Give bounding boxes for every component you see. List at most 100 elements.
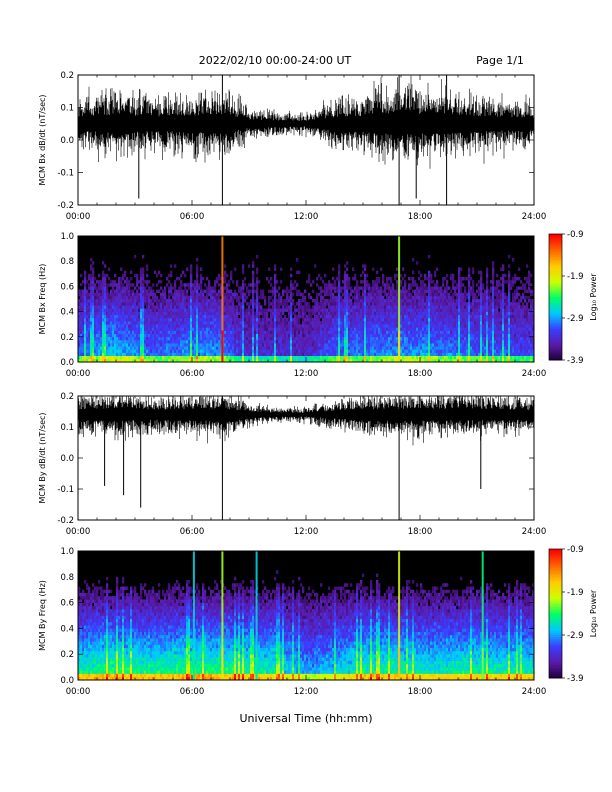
spectrogram-cell xyxy=(212,324,215,328)
spectrogram-cell xyxy=(300,343,303,347)
spectrogram-cell xyxy=(204,336,207,341)
spectrogram-cell xyxy=(84,299,87,303)
spectrogram-cell xyxy=(250,311,253,316)
spectrogram-cell xyxy=(458,317,461,322)
spectrogram-cell xyxy=(114,305,117,309)
spectrogram-cell xyxy=(286,336,289,341)
x-tick-label: 24:00 xyxy=(522,212,547,222)
spectrogram-cell xyxy=(264,333,267,338)
spectrogram-cell xyxy=(236,292,239,297)
spectrogram-cell xyxy=(80,321,83,325)
spectrogram-cell xyxy=(124,305,127,309)
spectrogram-cell xyxy=(324,333,327,338)
spectrogram-cell xyxy=(110,280,113,284)
spectrogram-cell xyxy=(360,286,363,290)
spectrogram-cell xyxy=(130,317,133,322)
spectrogram-cell xyxy=(88,330,91,334)
spectrogram-cell xyxy=(188,308,191,312)
spectrogram-cell xyxy=(190,339,193,344)
spectrogram-cell xyxy=(378,305,381,309)
spectrogram-cell xyxy=(206,317,209,322)
spectrogram-cell xyxy=(262,317,265,322)
spectrogram-cell xyxy=(116,349,119,353)
spectrogram-cell xyxy=(404,336,407,341)
spectrogram-cell xyxy=(284,299,287,303)
spectrogram-cell xyxy=(386,292,389,297)
spectrogram-cell xyxy=(116,295,119,300)
spectrogram-cell xyxy=(354,295,357,300)
spectrogram-cell xyxy=(182,295,185,300)
spectrogram-cell xyxy=(380,352,383,356)
spectrogram-cell xyxy=(112,324,115,328)
spectrogram-cell xyxy=(138,295,141,300)
spectrogram-cell xyxy=(294,355,297,360)
spectrogram-cell xyxy=(430,314,433,319)
spectrogram-cell xyxy=(346,330,349,334)
spectrogram-cell xyxy=(216,330,219,334)
spectrogram-cell xyxy=(166,327,169,331)
spectrogram-cell xyxy=(322,311,325,316)
spectrogram-cell xyxy=(212,343,215,347)
spectrogram-cell xyxy=(358,286,361,290)
spectrogram-cell xyxy=(390,295,393,300)
spectrogram-cell xyxy=(312,330,315,334)
spectrogram-cell xyxy=(452,283,455,287)
spectrogram-cell xyxy=(208,308,211,312)
spectrogram-cell xyxy=(470,311,473,316)
spectrogram-cell xyxy=(192,283,195,287)
spectrogram-cell xyxy=(298,308,301,312)
spectrogram-cell xyxy=(402,286,405,290)
spectrogram-cell xyxy=(426,276,429,281)
spectrogram-cell xyxy=(250,324,253,328)
spectrogram-cell xyxy=(114,299,117,303)
spectrogram-cell xyxy=(268,349,271,353)
spectrogram-cell xyxy=(386,343,389,347)
spectrogram-cell xyxy=(108,267,111,271)
spectrogram-cell xyxy=(428,305,431,309)
spectrogram-cell xyxy=(298,302,301,306)
spectrogram-cell xyxy=(352,317,355,322)
spectrogram-cell xyxy=(338,339,341,344)
spectrogram-cell xyxy=(324,311,327,316)
spectrogram-cell xyxy=(118,333,121,338)
spectrogram-cell xyxy=(390,314,393,319)
spectrogram-cell xyxy=(284,324,287,328)
spectrogram-cell xyxy=(384,327,387,331)
spectrogram-cell xyxy=(92,292,95,297)
spectrogram-cell xyxy=(430,289,433,293)
spectrogram-cell xyxy=(210,314,213,319)
spectrogram-cell xyxy=(378,358,381,363)
spectrogram-cell xyxy=(96,352,99,356)
spectrogram-cell xyxy=(408,327,411,331)
spectrogram-cell xyxy=(194,302,197,306)
spectrogram-cell xyxy=(138,305,141,309)
spectrogram-cell xyxy=(246,339,249,344)
spectrogram-cell xyxy=(382,276,385,281)
spectrogram-cell xyxy=(278,349,281,353)
spectrogram-cell xyxy=(414,358,417,363)
spectrogram-cell xyxy=(414,346,417,350)
spectrogram-cell xyxy=(156,311,159,316)
spectrogram-cell xyxy=(306,280,309,284)
spectrogram-cell xyxy=(304,336,307,341)
spectrogram-cell xyxy=(394,358,397,363)
spectrogram-cell xyxy=(374,324,377,328)
spectrogram-cell xyxy=(356,352,359,356)
spectrogram-cell xyxy=(352,289,355,293)
spectrogram-cell xyxy=(122,336,125,341)
spectrogram-cell xyxy=(94,305,97,309)
spectrogram-cell xyxy=(104,346,107,350)
spectrogram-cell xyxy=(178,333,181,338)
spectrogram-cell xyxy=(390,358,393,363)
spectrogram-cell xyxy=(262,321,265,325)
spectrogram-cell xyxy=(358,336,361,341)
spectrogram-cell xyxy=(336,317,339,322)
spectrogram-cell xyxy=(234,324,237,328)
spectrogram-cell xyxy=(302,305,305,309)
spectrogram-cell xyxy=(450,276,453,281)
spectrogram-cell xyxy=(416,311,419,316)
spectrogram-cell xyxy=(326,311,329,316)
spectrogram-cell xyxy=(424,292,427,297)
spectrogram-cell xyxy=(108,302,111,306)
spectrogram-cell xyxy=(396,295,399,300)
